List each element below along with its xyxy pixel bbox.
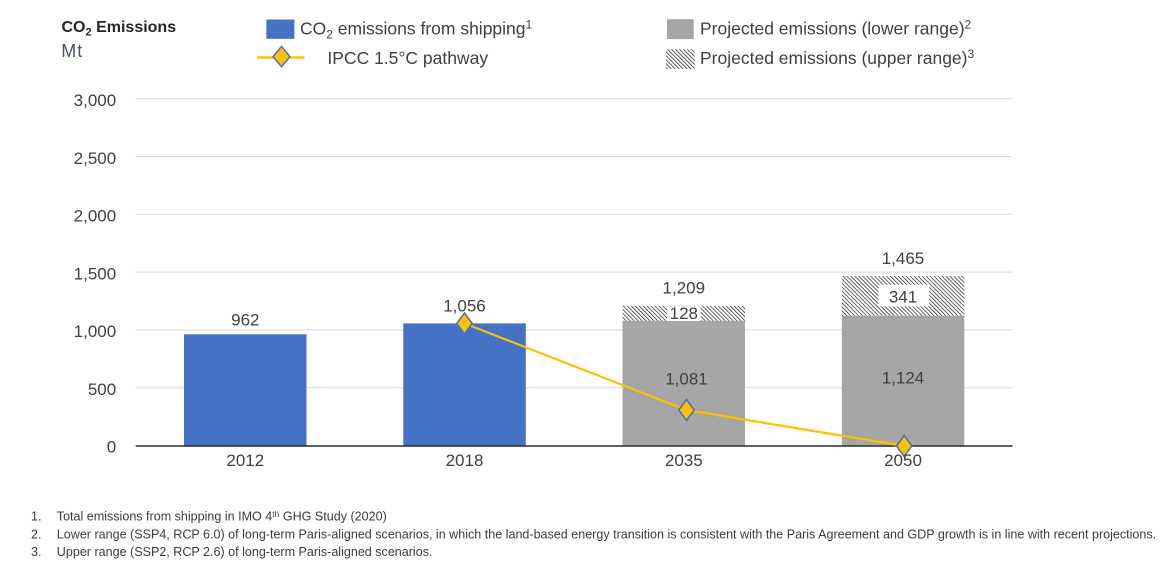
svg-text:2012: 2012 bbox=[226, 451, 264, 470]
svg-text:2,000: 2,000 bbox=[74, 207, 117, 226]
svg-text:2018: 2018 bbox=[446, 451, 484, 470]
svg-text:0: 0 bbox=[107, 438, 116, 457]
svg-text:1,124: 1,124 bbox=[882, 369, 925, 388]
svg-text:1,000: 1,000 bbox=[74, 322, 117, 341]
svg-text:Projected emissions (lower ran: Projected emissions (lower range)2 bbox=[700, 18, 972, 39]
svg-text:Upper range (SSP2, RCP 2.6) of: Upper range (SSP2, RCP 2.6) of long-term… bbox=[57, 545, 433, 559]
svg-text:341: 341 bbox=[889, 287, 917, 306]
svg-text:Total emissions from shipping: Total emissions from shipping in IMO 4th… bbox=[57, 509, 387, 524]
svg-text:500: 500 bbox=[88, 380, 116, 399]
svg-text:1,465: 1,465 bbox=[882, 249, 925, 268]
svg-text:1,500: 1,500 bbox=[74, 264, 117, 283]
svg-text:3,000: 3,000 bbox=[74, 91, 117, 110]
svg-text:3.: 3. bbox=[31, 545, 41, 559]
svg-text:1,081: 1,081 bbox=[665, 370, 708, 389]
svg-text:128: 128 bbox=[670, 304, 698, 323]
svg-text:Mt: Mt bbox=[61, 41, 83, 61]
svg-text:2,500: 2,500 bbox=[74, 149, 117, 168]
svg-text:Lower range (SSP4, RCP 6.0) of: Lower range (SSP4, RCP 6.0) of long-term… bbox=[57, 528, 1156, 542]
svg-text:CO2 Emissions: CO2 Emissions bbox=[62, 19, 177, 39]
svg-text:IPCC 1.5°C pathway: IPCC 1.5°C pathway bbox=[327, 48, 488, 68]
svg-text:CO2 emissions from shipping1: CO2 emissions from shipping1 bbox=[300, 18, 533, 42]
svg-text:2050: 2050 bbox=[884, 451, 922, 470]
svg-text:2035: 2035 bbox=[665, 451, 703, 470]
svg-text:1.: 1. bbox=[31, 510, 41, 524]
svg-text:Projected emissions (upper ran: Projected emissions (upper range)3 bbox=[700, 47, 975, 68]
svg-text:1,056: 1,056 bbox=[443, 296, 486, 315]
svg-text:1,209: 1,209 bbox=[663, 279, 706, 298]
svg-text:2.: 2. bbox=[31, 528, 41, 542]
svg-text:962: 962 bbox=[231, 310, 259, 329]
